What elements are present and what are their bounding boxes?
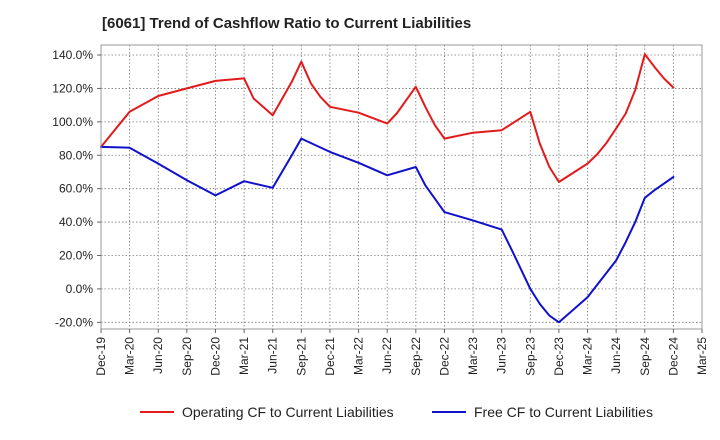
legend-item-free: Free CF to Current Liabilities	[432, 404, 653, 420]
x-tick-label: Mar-23	[466, 337, 480, 375]
x-tick-label: Jun-20	[151, 337, 165, 374]
series-line-free-cf	[100, 137, 675, 324]
x-tick-label: Mar-22	[352, 337, 366, 375]
x-tick-label: Jun-23	[495, 337, 509, 374]
x-axis-ticks: Dec-19 Mar-20 Jun-20 Sep-20 Dec-20 Mar-21 Jun-…	[94, 329, 709, 376]
x-tick-label: Sep-21	[294, 337, 308, 376]
x-tick-label: Jun-22	[380, 337, 394, 374]
series-lines	[100, 53, 675, 324]
x-tick-label: Dec-22	[437, 337, 451, 376]
x-tick-label: Mar-20	[123, 337, 137, 375]
y-tick-label: 20.0%	[59, 248, 93, 262]
series-line-operating-cf	[100, 53, 675, 183]
x-tick-label: Mar-25	[695, 337, 709, 375]
y-tick-label: 80.0%	[59, 148, 93, 162]
y-tick-label: 120.0%	[52, 81, 93, 95]
y-tick-label: 0.0%	[66, 282, 94, 296]
y-tick-label: 40.0%	[59, 215, 93, 229]
y-axis-ticks: -20.0% 0.0% 20.0% 40.0% 60.0% 80.0% 100.0% 120.…	[52, 48, 101, 329]
x-tick-label: Sep-20	[180, 337, 194, 376]
x-tick-label: Mar-21	[237, 337, 251, 375]
legend-swatch-free	[432, 411, 466, 413]
chart-title: [6061] Trend of Cashflow Ratio to Curren…	[102, 15, 472, 32]
plot-border	[100, 44, 703, 330]
y-tick-label: 100.0%	[52, 115, 93, 129]
x-tick-label: Jun-21	[266, 337, 280, 374]
y-tick-label: 60.0%	[59, 182, 93, 196]
legend: Operating CF to Current Liabilities Free…	[0, 404, 720, 426]
y-tick-label: -20.0%	[55, 315, 93, 329]
y-tick-label: 140.0%	[52, 48, 93, 62]
legend-label-free: Free CF to Current Liabilities	[474, 404, 653, 420]
x-tick-label: Dec-23	[552, 337, 566, 376]
x-tick-label: Sep-22	[409, 337, 423, 376]
x-tick-label: Jun-24	[609, 337, 623, 374]
x-tick-label: Dec-20	[208, 337, 222, 376]
grid-lines	[100, 45, 703, 329]
x-tick-label: Dec-21	[323, 337, 337, 376]
x-tick-label: Sep-23	[523, 337, 537, 376]
legend-label-operating: Operating CF to Current Liabilities	[182, 404, 394, 420]
x-tick-label: Dec-24	[666, 337, 680, 376]
x-tick-label: Mar-24	[581, 337, 595, 375]
legend-swatch-operating	[140, 411, 174, 413]
x-tick-label: Dec-19	[94, 337, 108, 376]
x-tick-label: Sep-24	[638, 337, 652, 376]
legend-item-operating: Operating CF to Current Liabilities	[140, 404, 394, 420]
